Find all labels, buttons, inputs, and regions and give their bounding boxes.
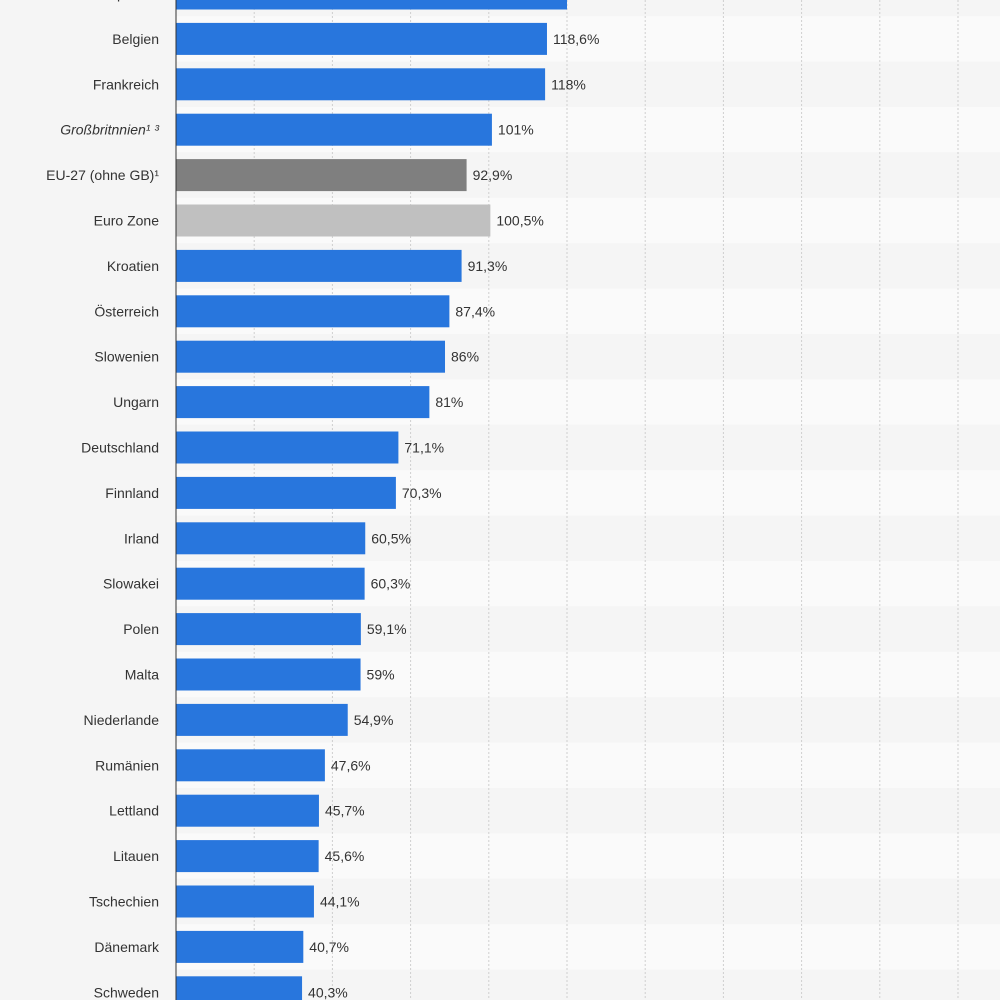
category-label: Malta (125, 667, 159, 683)
value-label: 92,9% (473, 167, 513, 183)
row-band (176, 969, 1000, 1000)
value-label: 40,3% (308, 984, 348, 1000)
value-label: 47,6% (331, 757, 371, 773)
bar (176, 703, 348, 736)
bar (176, 68, 546, 101)
bar (176, 794, 319, 827)
row-band (176, 924, 1000, 970)
category-label: Slowakei (103, 576, 159, 592)
category-label: Finnland (105, 485, 159, 501)
bar (176, 840, 319, 873)
bar (176, 658, 361, 691)
category-label: Spanien (108, 0, 159, 2)
bar (176, 431, 399, 464)
category-label: Frankreich (93, 76, 159, 92)
bar (176, 476, 396, 509)
bar (176, 0, 567, 10)
bar (176, 386, 430, 419)
category-label: Kroatien (107, 258, 159, 274)
category-label: Niederlande (84, 712, 160, 728)
bar (176, 885, 314, 918)
value-label: 118% (551, 76, 586, 92)
bar (176, 749, 325, 782)
value-label: 100,5% (496, 213, 543, 229)
category-label: Österreich (94, 302, 159, 319)
value-label: 86% (451, 349, 479, 365)
value-label: 54,9% (354, 712, 394, 728)
bar (176, 567, 365, 600)
value-label: 59% (367, 667, 395, 683)
value-label: 91,3% (468, 258, 508, 274)
bar (176, 22, 547, 55)
bar (176, 976, 303, 1000)
category-label: Euro Zone (94, 213, 160, 229)
value-label: 70,3% (402, 485, 442, 501)
value-label: 60,3% (371, 576, 411, 592)
value-label: 118,6% (553, 31, 599, 47)
value-label: 87,4% (455, 303, 495, 319)
value-label: 45,7% (325, 803, 365, 819)
value-label: 40,7% (309, 939, 349, 955)
category-label: Irland (124, 530, 159, 546)
value-label: 44,1% (320, 894, 360, 910)
category-label: Schweden (94, 984, 159, 1000)
value-label: 60,5% (371, 530, 411, 546)
category-label: Rumänien (95, 757, 159, 773)
value-label: 71,1% (404, 440, 444, 456)
category-label: Dänemark (94, 939, 160, 955)
category-label: Slowenien (94, 349, 159, 365)
category-label: Tschechien (89, 894, 159, 910)
bar (176, 930, 304, 963)
bar (176, 340, 446, 373)
bar (176, 113, 492, 146)
category-label: Belgien (112, 31, 159, 47)
bar (176, 295, 450, 328)
value-label: 45,6% (325, 848, 365, 864)
category-label: Deutschland (81, 440, 159, 456)
value-label: 81% (435, 394, 463, 410)
category-label: Ungarn (113, 394, 159, 410)
bar (176, 204, 491, 237)
bar (176, 249, 462, 282)
category-label: Lettland (109, 803, 159, 819)
value-label: 59,1% (367, 621, 407, 637)
category-label: Großbritnnien¹ ³ (60, 122, 159, 138)
bar (176, 159, 467, 192)
bar (176, 522, 366, 555)
category-label: EU-27 (ohne GB)¹ (46, 167, 159, 183)
category-label: Polen (123, 621, 159, 637)
bar (176, 613, 361, 646)
value-label: 101% (498, 122, 534, 138)
category-label: Litauen (113, 848, 159, 864)
